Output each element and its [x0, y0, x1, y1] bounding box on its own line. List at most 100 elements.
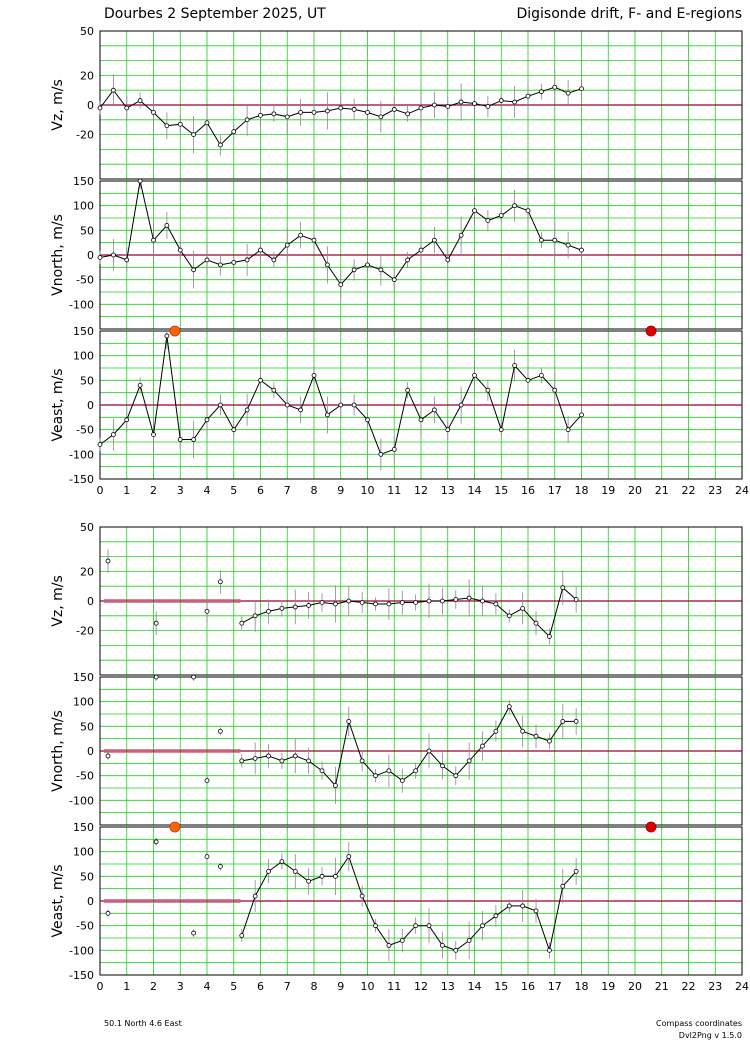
missing-point [108, 899, 113, 903]
data-point [177, 121, 183, 127]
y-tick-label: 150 [73, 821, 94, 834]
x-tick-label: 7 [284, 484, 291, 497]
missing-point [114, 899, 119, 903]
data-point [346, 719, 352, 724]
x-tick-label: 21 [655, 484, 669, 497]
chart-panel: 150 100 50 0 -50 -100 -150 Veast, m/s [50, 325, 743, 486]
data-point [110, 252, 116, 258]
missing-point [234, 899, 239, 903]
x-tick-label: 6 [257, 980, 264, 993]
missing-point [207, 749, 212, 753]
missing-point [124, 599, 129, 603]
missing-point [103, 599, 108, 603]
data-point [399, 778, 405, 783]
y-tick-label: 150 [73, 671, 94, 684]
data-point [458, 99, 464, 105]
x-tick-label: 1 [123, 980, 130, 993]
data-point [191, 674, 197, 680]
missing-point [140, 749, 145, 753]
data-point [525, 93, 531, 99]
data-point [373, 773, 378, 779]
x-tick-label: 17 [548, 484, 562, 497]
data-point [124, 417, 130, 423]
data-point [445, 427, 451, 433]
data-point [204, 608, 210, 614]
data-point [284, 402, 290, 408]
missing-point [132, 899, 137, 903]
data-point [533, 620, 539, 626]
missing-point [221, 599, 225, 603]
missing-point [162, 599, 167, 603]
data-point [252, 756, 258, 761]
missing-point [194, 749, 199, 753]
missing-point [191, 899, 196, 903]
data-point [332, 601, 338, 607]
y-axis-label: Vz, m/s [50, 575, 66, 626]
data-point [105, 910, 111, 916]
missing-point [215, 599, 220, 603]
missing-point [205, 749, 209, 753]
missing-point [202, 899, 207, 903]
missing-point [186, 749, 191, 753]
x-tick-label: 4 [204, 484, 211, 497]
data-point [525, 377, 531, 383]
data-point [445, 257, 451, 263]
data-point [533, 908, 539, 914]
missing-point [210, 899, 215, 903]
data-point [472, 101, 477, 106]
x-tick-label: 23 [708, 980, 722, 993]
data-point [311, 237, 317, 243]
data-point [110, 432, 116, 438]
y-tick-label: 100 [73, 696, 94, 709]
data-point [520, 903, 526, 909]
missing-point [162, 749, 167, 753]
y-tick-label: -20 [76, 129, 94, 142]
missing-point [135, 899, 140, 903]
missing-point [172, 599, 177, 603]
data-point [124, 105, 130, 111]
missing-point [127, 749, 132, 753]
data-point [431, 102, 437, 108]
data-point [386, 768, 392, 774]
x-tick-label: 22 [682, 484, 696, 497]
data-point [137, 382, 143, 388]
missing-point [226, 899, 231, 903]
data-point [547, 738, 552, 744]
data-point [547, 947, 552, 953]
missing-point [170, 899, 175, 903]
missing-point [207, 599, 212, 603]
missing-point [151, 599, 156, 603]
y-tick-label: 20 [80, 69, 94, 82]
missing-point [175, 899, 180, 903]
data-point [573, 719, 579, 724]
data-point [378, 267, 384, 273]
missing-point [175, 599, 180, 603]
data-point [439, 763, 445, 769]
data-point [204, 120, 210, 126]
data-point [405, 257, 411, 263]
data-point [458, 232, 464, 238]
missing-point [162, 899, 167, 903]
x-tick-label: 3 [177, 980, 184, 993]
missing-point [167, 899, 172, 903]
missing-point [138, 749, 143, 753]
data-point [252, 893, 258, 899]
x-tick-label: 8 [311, 980, 318, 993]
data-point [453, 947, 459, 953]
data-point [217, 864, 223, 869]
data-point [346, 598, 352, 604]
missing-point [156, 599, 161, 603]
data-point [204, 257, 210, 263]
missing-point [213, 899, 217, 903]
data-point [466, 758, 472, 764]
missing-point [170, 749, 175, 753]
data-point [271, 387, 277, 393]
data-point [466, 595, 472, 601]
data-point [258, 377, 263, 383]
missing-point [178, 599, 183, 603]
data-point [560, 585, 566, 591]
data-point [338, 282, 344, 288]
missing-point [130, 899, 135, 903]
missing-point [188, 599, 193, 603]
